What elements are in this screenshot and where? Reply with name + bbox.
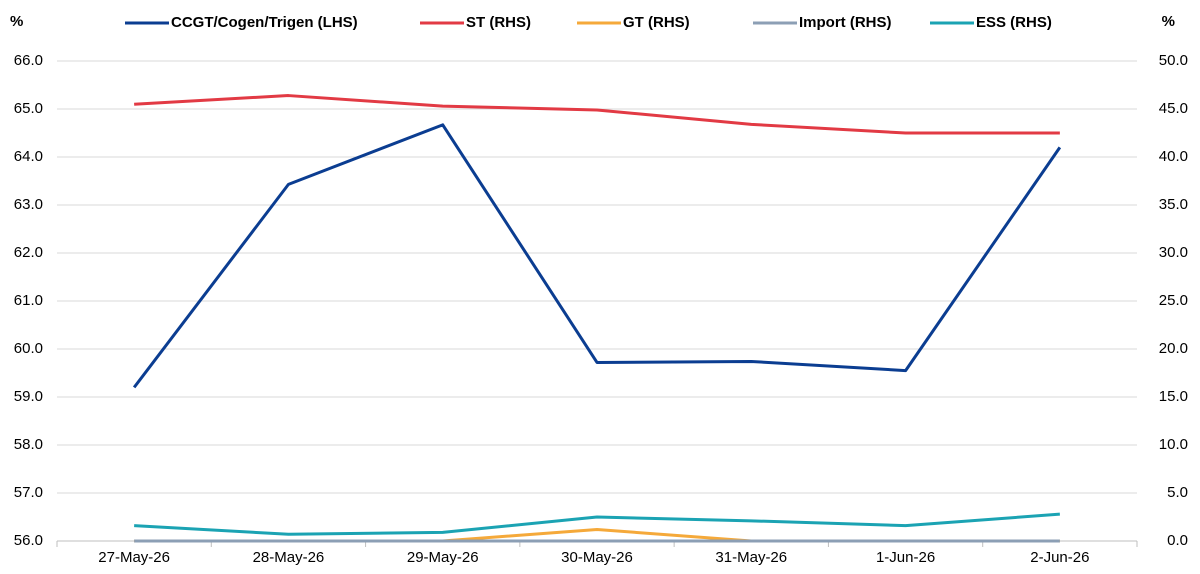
y2-tick-label: 0.0 bbox=[1167, 532, 1188, 549]
y2-tick-label: 35.0 bbox=[1159, 196, 1188, 213]
series-line bbox=[134, 94, 1060, 135]
y-tick-label: 62.0 bbox=[14, 244, 43, 261]
y2-tick-label: 50.0 bbox=[1159, 52, 1188, 69]
y2-tick-label: 20.0 bbox=[1159, 340, 1188, 357]
y2-unit: % bbox=[1162, 13, 1175, 30]
legend-label: ESS (RHS) bbox=[976, 14, 1052, 31]
series-line bbox=[134, 527, 1060, 543]
y-tick-label: 65.0 bbox=[14, 100, 43, 117]
y-tick-label: 56.0 bbox=[14, 532, 43, 549]
y-unit: % bbox=[10, 13, 23, 30]
y-tick-label: 59.0 bbox=[14, 388, 43, 405]
x-tick-label: 28-May-26 bbox=[253, 549, 325, 566]
y-tick-label: 60.0 bbox=[14, 340, 43, 357]
series-line bbox=[132, 123, 1062, 389]
y-tick-label: 66.0 bbox=[14, 52, 43, 69]
y2-tick-label: 15.0 bbox=[1159, 388, 1188, 405]
y-tick-label: 64.0 bbox=[14, 148, 43, 165]
legend-label: ST (RHS) bbox=[466, 14, 531, 31]
y2-tick-label: 40.0 bbox=[1159, 148, 1188, 165]
y2-tick-label: 5.0 bbox=[1167, 484, 1188, 501]
x-tick-label: 30-May-26 bbox=[561, 549, 633, 566]
y-tick-label: 58.0 bbox=[14, 436, 43, 453]
y2-tick-label: 45.0 bbox=[1159, 100, 1188, 117]
y2-tick-label: 25.0 bbox=[1159, 292, 1188, 309]
legend-label: Import (RHS) bbox=[799, 14, 892, 31]
series-line bbox=[134, 512, 1060, 536]
x-tick-label: 27-May-26 bbox=[98, 549, 170, 566]
y2-tick-label: 30.0 bbox=[1159, 244, 1188, 261]
legend-label: GT (RHS) bbox=[623, 14, 690, 31]
x-tick-label: 1-Jun-26 bbox=[876, 549, 935, 566]
x-tick-label: 2-Jun-26 bbox=[1030, 549, 1089, 566]
x-tick-label: 31-May-26 bbox=[715, 549, 787, 566]
x-tick-label: 29-May-26 bbox=[407, 549, 479, 566]
legend-label: CCGT/Cogen/Trigen (LHS) bbox=[171, 14, 358, 31]
y-tick-label: 63.0 bbox=[14, 196, 43, 213]
y-tick-label: 57.0 bbox=[14, 484, 43, 501]
y-tick-label: 61.0 bbox=[14, 292, 43, 309]
y2-tick-label: 10.0 bbox=[1159, 436, 1188, 453]
